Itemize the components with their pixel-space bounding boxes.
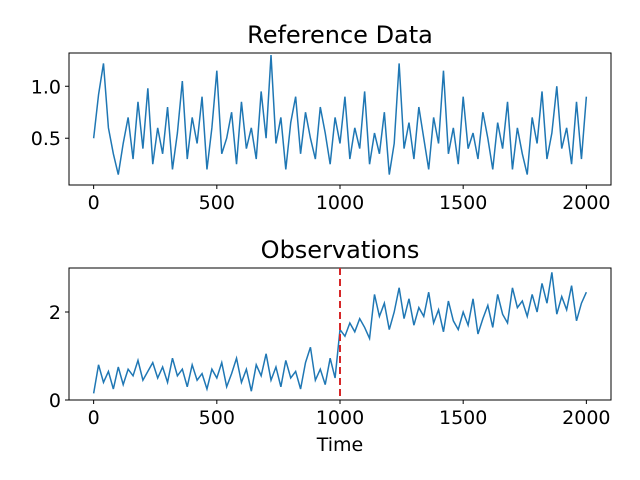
x-tick-label: 2000 (562, 407, 610, 429)
chart-title-reference: Reference Data (247, 21, 433, 49)
y-tick-label: 0 (49, 390, 61, 412)
panel-observations: Observations 0 500 1000 1500 2000 0 2 Time (49, 236, 612, 456)
series-line-reference (92, 55, 588, 175)
y-tick-label: 0.5 (31, 128, 61, 150)
ticks-reference: 0 500 1000 1500 2000 0.5 1.0 (31, 76, 611, 214)
x-tick-label: 0 (88, 192, 100, 214)
chart-title-observations: Observations (261, 236, 420, 264)
x-tick-label: 1000 (316, 407, 364, 429)
panel-reference: Reference Data 0 500 1000 1500 2000 0.5 1.0 (31, 21, 612, 214)
x-tick-label: 500 (199, 192, 235, 214)
x-tick-label: 2000 (562, 192, 610, 214)
x-axis-label: Time (316, 434, 364, 456)
x-tick-label: 1000 (316, 192, 364, 214)
x-tick-label: 1500 (439, 192, 487, 214)
x-tick-label: 500 (199, 407, 235, 429)
ticks-observations: 0 500 1000 1500 2000 0 2 (49, 302, 611, 429)
y-tick-label: 2 (49, 302, 61, 324)
x-tick-label: 0 (88, 407, 100, 429)
x-tick-label: 1500 (439, 407, 487, 429)
y-tick-label: 1.0 (31, 76, 61, 98)
